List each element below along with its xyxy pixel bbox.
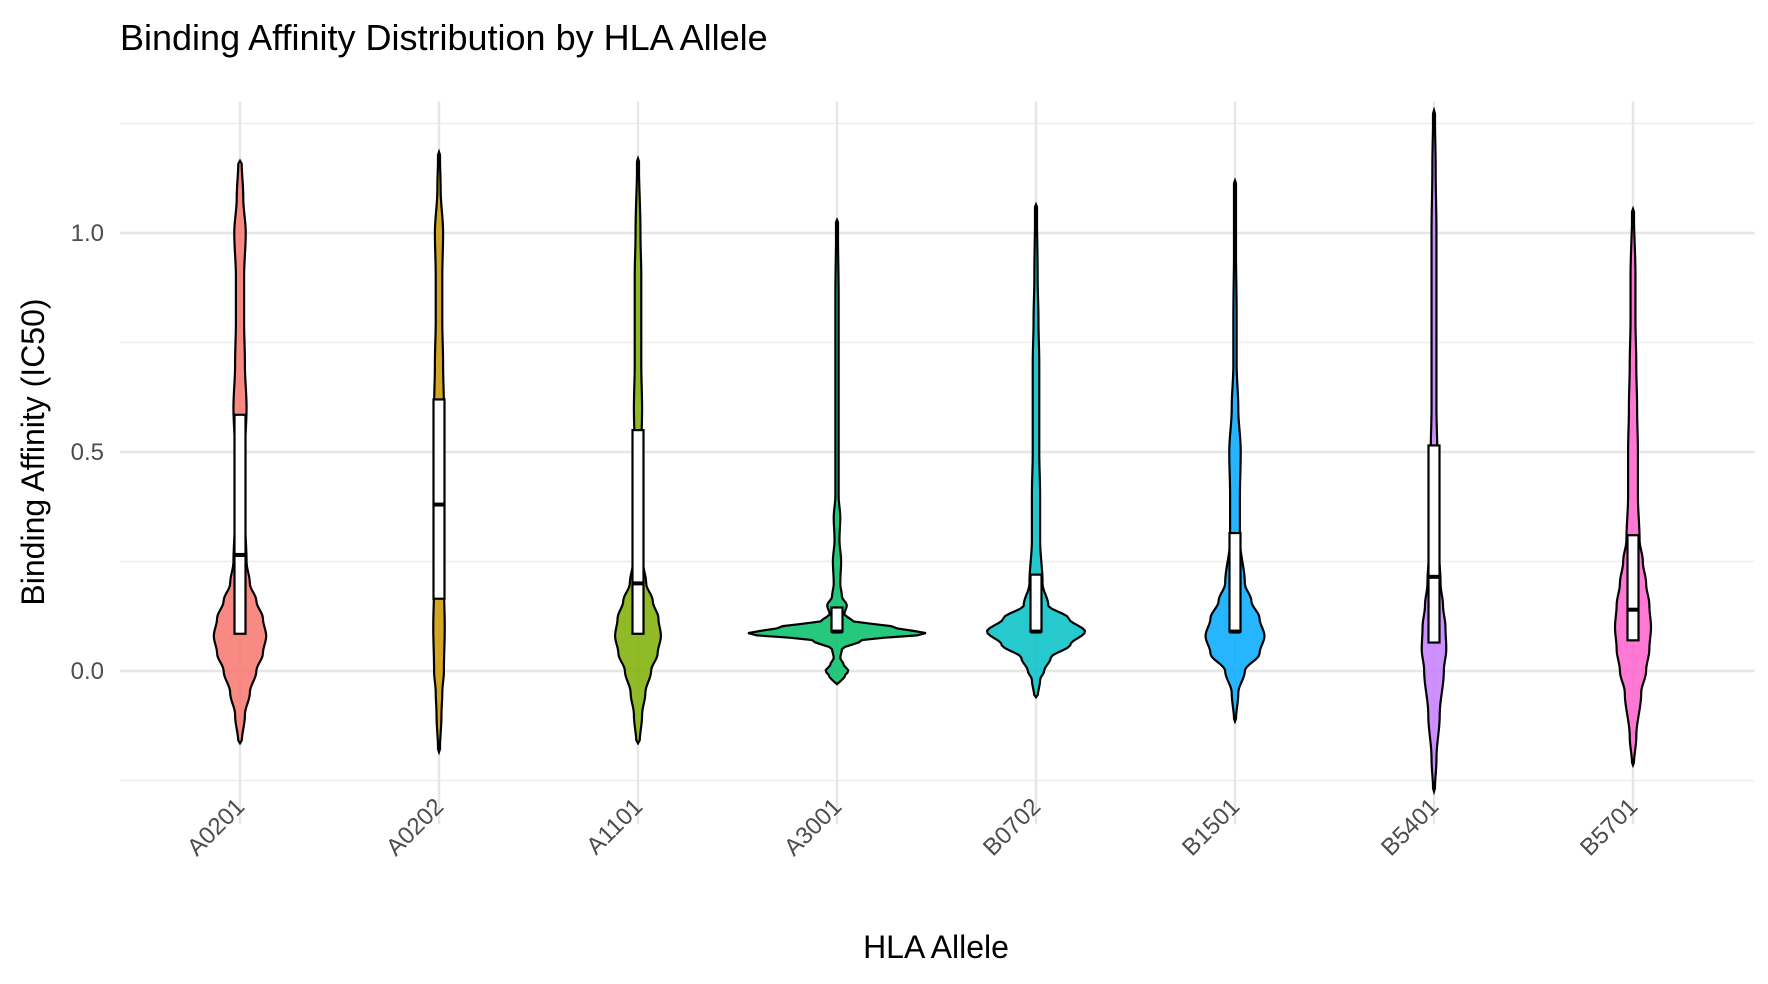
x-tick-label-A0201: A0201 (182, 793, 250, 861)
y-axis-title: Binding Affinity (IC50) (15, 298, 51, 605)
box-A0202 (432, 398, 446, 600)
x-tick-label-B0702: B0702 (978, 793, 1046, 861)
x-tick-label-B5401: B5401 (1376, 793, 1444, 861)
violin-group-A0201 (212, 158, 268, 746)
violin-group-B5401 (1420, 106, 1448, 796)
y-tick-label-2: 1.0 (71, 220, 104, 247)
violin-group-B1501 (1204, 177, 1266, 725)
x-tick-label-B5701: B5701 (1575, 793, 1643, 861)
x-tick-label-A1101: A1101 (581, 793, 648, 860)
y-tick-label-1: 0.5 (71, 439, 104, 466)
violins-group (212, 106, 1653, 796)
box-B0702 (1029, 573, 1043, 633)
grid-lines (120, 101, 1755, 825)
box-A0201 (233, 413, 247, 635)
x-axis-title: HLA Allele (863, 929, 1009, 965)
chart-title: Binding Affinity Distribution by HLA All… (120, 17, 768, 58)
violin-B0702 (985, 201, 1087, 700)
violin-A3001 (747, 217, 927, 686)
x-tick-label-A3001: A3001 (779, 793, 847, 861)
box-B5701 (1626, 534, 1640, 642)
x-tick-label-B1501: B1501 (1177, 793, 1245, 861)
violin-group-A3001 (747, 217, 927, 686)
violin-group-A1101 (614, 155, 662, 746)
box-B1501 (1228, 531, 1242, 633)
y-axis-ticks: 0.0 0.5 1.0 (71, 220, 104, 685)
violin-B5701 (1613, 205, 1653, 769)
x-axis-ticks: A0201 A0202 A1101 A3001 B0702 B1501 B5401 B5701 (182, 793, 1643, 861)
violin-group-A0202 (432, 148, 446, 756)
x-tick-label-A0202: A0202 (381, 793, 449, 861)
violin-group-B0702 (985, 201, 1087, 700)
y-tick-label-0: 0.0 (71, 658, 104, 685)
violin-group-B5701 (1613, 205, 1653, 769)
box-A1101 (631, 429, 645, 635)
box-A3001 (830, 606, 844, 633)
box-B5401 (1427, 444, 1441, 644)
